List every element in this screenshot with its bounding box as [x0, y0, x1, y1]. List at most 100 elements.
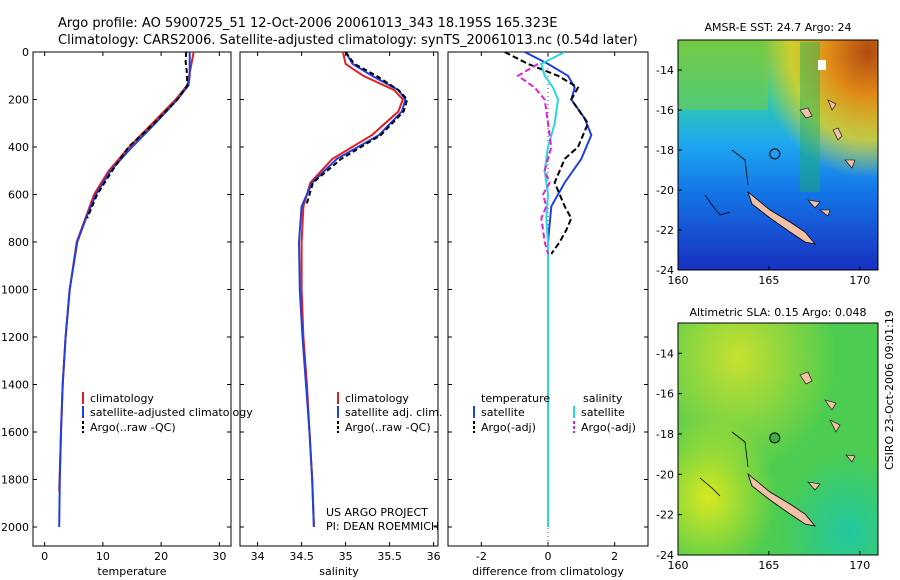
series-group: [58, 52, 195, 528]
x-tick-label: 170: [849, 559, 870, 572]
y-tick-label: -18: [656, 144, 674, 157]
x-axis-label: salinity: [319, 565, 359, 578]
legend-label: Argo(..raw -QC): [90, 421, 176, 434]
vanuatu-island: [845, 454, 856, 463]
y-tick-label: 400: [8, 141, 29, 154]
x-tick-label: 34.5: [289, 550, 314, 563]
series-line-satellite: [540, 52, 566, 527]
vanuatu-island: [799, 371, 813, 385]
new-caledonia-island: [747, 472, 817, 527]
vanuatu-island: [832, 127, 843, 141]
loyalty-island: [819, 209, 831, 217]
sla-map-title: Altimetric SLA: 0.15 Argo: 0.048: [689, 306, 866, 319]
header-line1: Argo profile: AO 5900725_51 12-Oct-2006 …: [58, 16, 557, 31]
x-tick-label: 165: [758, 559, 779, 572]
series-line-argo-adj: [516, 63, 553, 255]
x-tick-label: 0: [41, 550, 48, 563]
y-tick-label: 1000: [1, 284, 29, 297]
x-tick-label: -2: [476, 550, 487, 563]
reef-outline: [699, 477, 721, 497]
x-tick-label: 34: [251, 550, 265, 563]
sst-green-area: [678, 40, 768, 110]
legend-label: Argo(..raw -QC): [345, 421, 431, 434]
y-tick-label: -20: [656, 184, 674, 197]
y-tick-label: -18: [656, 428, 674, 441]
x-tick-label: 0: [545, 550, 552, 563]
x-axis-label: difference from climatology: [472, 565, 624, 578]
sla-map-field: [678, 323, 878, 555]
project-label: US ARGO PROJECT: [326, 506, 428, 519]
reef-outline: [731, 149, 749, 186]
y-tick-label: -22: [656, 509, 674, 522]
pi-label: PI: DEAN ROEMMICH: [326, 520, 439, 533]
map-frame: [677, 39, 879, 271]
legend-label: satellite: [581, 406, 625, 419]
temperature-panel: 0 10 20 30 0 200 400 600 800 1000 1200 1400 1600 1800…: [1, 46, 232, 578]
sst-cloud-strip: [800, 42, 820, 192]
legend-label: satellite adj. clim.: [345, 406, 442, 419]
x-tick-label: 2: [611, 550, 618, 563]
series-line-satellite-adjusted-climatology: [58, 52, 191, 528]
y-tick-label: -24: [656, 264, 674, 277]
y-tick-label: -14: [656, 347, 674, 360]
series-group: [297, 52, 409, 528]
sst-map-title: AMSR-E SST: 24.7 Argo: 24: [704, 21, 851, 34]
x-tick-label: 10: [96, 550, 110, 563]
series-group: [504, 52, 593, 527]
x-tick-label: 30: [212, 550, 226, 563]
sst-map-field: [678, 40, 878, 270]
legend-label: climatology: [345, 392, 409, 405]
legend-label: Argo(-adj): [481, 421, 536, 434]
reef-outline: [704, 194, 731, 216]
plot-area: [32, 51, 232, 547]
y-tick-label: -14: [656, 64, 674, 77]
salinity-panel: 34 34.5 35 35.5 36 salinity: [239, 51, 441, 578]
temperature-legend: climatology satellite-adjusted climatolo…: [82, 392, 253, 434]
vanuatu-island: [824, 399, 837, 411]
legend-group-title: temperature: [481, 392, 550, 405]
legend-label: satellite-adjusted climatology: [90, 406, 253, 419]
loyalty-island: [807, 199, 821, 209]
x-tick-label: 35: [339, 550, 353, 563]
float-position-marker: [769, 148, 781, 160]
salinity-legend: climatology satellite adj. clim. Argo(..…: [337, 392, 442, 434]
plot-area: [239, 51, 439, 547]
sla-coastline: [699, 371, 856, 527]
credit-label: CSIRO 23-Oct-2006 09:01:19: [883, 310, 896, 470]
y-tick-label: -20: [656, 468, 674, 481]
difference-panel: -2 0 2 difference from climatology: [447, 51, 649, 578]
x-axis-label: temperature: [97, 565, 166, 578]
loyalty-island: [807, 481, 821, 491]
x-tick-label: 35.5: [377, 550, 402, 563]
y-tick-label: -24: [656, 549, 674, 562]
x-tick-label: 160: [668, 559, 689, 572]
header-line2: Climatology: CARS2006. Satellite-adjuste…: [58, 33, 638, 48]
x-tick-label: 36: [427, 550, 441, 563]
x-tick-label: 165: [758, 274, 779, 287]
vanuatu-island: [799, 107, 813, 119]
x-tick-label: 160: [668, 274, 689, 287]
series-line-argo-raw-qc: [305, 52, 409, 207]
sla-map-axes: 160 165 170 -24 -22 -20 -18 -16 -14: [656, 322, 879, 572]
reef-outline: [731, 431, 749, 468]
float-position-marker: [769, 432, 781, 444]
y-tick-label: -16: [656, 388, 674, 401]
legend-label: climatology: [90, 392, 154, 405]
y-tick-label: 0: [22, 46, 29, 59]
sst-missing: [818, 60, 826, 70]
y-tick-label: -16: [656, 104, 674, 117]
legend-label: satellite: [481, 406, 525, 419]
legend-group-title: salinity: [583, 392, 623, 405]
y-tick-label: 800: [8, 236, 29, 249]
vanuatu-island: [844, 159, 856, 169]
series-line-argo-adj: [504, 52, 590, 255]
vanuatu-island: [829, 419, 841, 433]
y-tick-label: 1600: [1, 426, 29, 439]
y-tick-label: 1200: [1, 331, 29, 344]
y-tick-label: 1800: [1, 474, 29, 487]
new-caledonia-island: [747, 190, 817, 245]
y-tick-label: 2000: [1, 521, 29, 534]
y-tick-label: 1400: [1, 379, 29, 392]
series-line-argo-raw-qc: [86, 52, 189, 219]
